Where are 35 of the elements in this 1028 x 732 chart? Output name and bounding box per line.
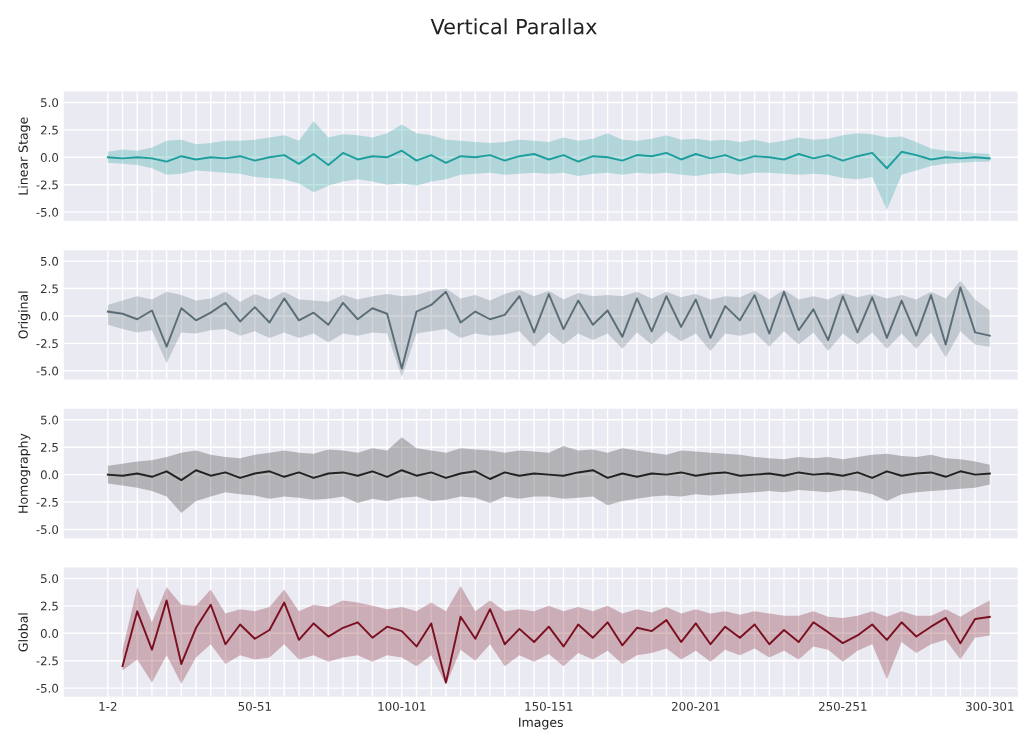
y-axis-title: Global	[18, 613, 28, 652]
y-tick-label: 2.5	[40, 442, 58, 452]
x-tick-label: 150-151	[525, 701, 573, 711]
y-tick-label: -5.0	[36, 207, 59, 217]
chart-title: Vertical Parallax	[430, 18, 597, 35]
x-tick-label: 50-51	[238, 701, 271, 711]
x-tick-label: 200-201	[672, 701, 720, 711]
y-tick-label: 5.0	[41, 256, 59, 266]
y-tick-label: 0.0	[40, 311, 59, 321]
y-axis-title: Linear Stage	[18, 117, 31, 195]
y-tick-label: 0.0	[40, 470, 59, 480]
y-tick-label: 0.0	[40, 628, 59, 638]
y-tick-label: -2.5	[36, 180, 58, 190]
x-tick-label: 100-101	[378, 701, 426, 711]
y-tick-label: 2.5	[40, 284, 58, 294]
y-tick-label: 0.0	[40, 153, 59, 162]
y-axis-title: Homography	[18, 433, 31, 513]
x-tick-label: 250-251	[819, 701, 867, 711]
x-tick-label: 1-2	[99, 701, 117, 711]
y-tick-label: -5.0	[36, 366, 59, 376]
x-axis-title: Images	[519, 717, 563, 730]
y-tick-label: 5.0	[41, 98, 59, 108]
y-axis-title: Original	[18, 291, 31, 339]
y-tick-label: 5.0	[41, 574, 59, 584]
y-tick-label: -5.0	[36, 683, 59, 693]
x-tick-label: 300-301	[966, 701, 1014, 711]
y-tick-label: -2.5	[36, 339, 58, 349]
y-tick-label: 2.5	[40, 601, 58, 611]
y-tick-label: -2.5	[36, 656, 58, 666]
line-series	[106, 469, 991, 482]
y-tick-label: 5.0	[41, 415, 59, 425]
y-tick-label: -2.5	[36, 497, 58, 507]
y-tick-label: -5.0	[36, 525, 59, 535]
y-tick-label: 2.5	[40, 125, 58, 135]
line-series	[106, 149, 991, 170]
